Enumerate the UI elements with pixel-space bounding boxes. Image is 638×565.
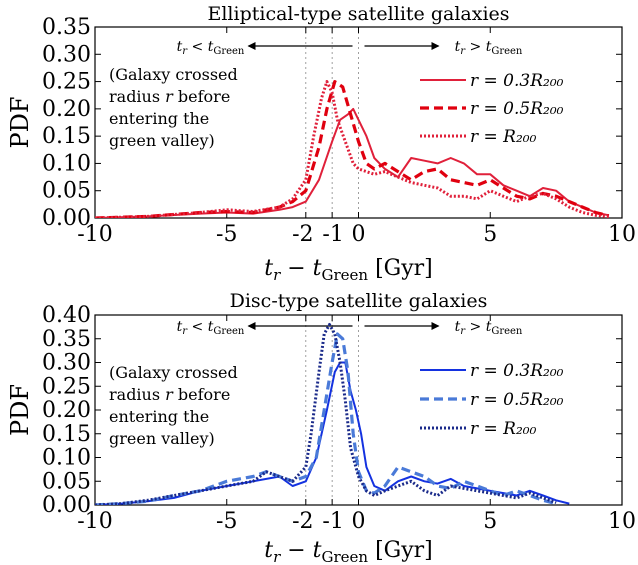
x-tick-label: -10 [77, 222, 112, 247]
chart-title: Disc-type satellite galaxies [230, 290, 488, 312]
y-tick-label: 0.30 [42, 42, 91, 67]
annotation-line: (Galaxy crossed [109, 65, 238, 84]
disc-chart: Disc-type satellite galaxies 0.000.050.10… [6, 290, 636, 565]
x-axis-label: tr − tGreen [Gyr] [264, 538, 433, 565]
x-tick-label: 0 [352, 222, 366, 247]
series-group [95, 80, 610, 218]
legend-label: r = 0.3R₂₀₀ [470, 361, 564, 381]
y-tick-label: 0.30 [42, 351, 91, 376]
y-tick-label: 0.35 [42, 327, 91, 352]
y-tick-label: 0.05 [42, 469, 91, 494]
legend-label: r = 0.3R₂₀₀ [470, 71, 564, 91]
y-tick-label: 0.35 [42, 15, 91, 40]
legend-label: r = R₂₀₀ [470, 419, 537, 439]
y-tick-label: 0.20 [42, 97, 91, 122]
x-axis-label: tr − tGreen [Gyr] [264, 256, 433, 284]
y-tick-label: 0.05 [42, 179, 91, 204]
legend-label: r = 0.5R₂₀₀ [470, 99, 564, 119]
x-tick-label: -2 [292, 509, 313, 534]
series-group [95, 323, 570, 505]
series-line-dotted [95, 80, 609, 218]
y-axis-label: PDF [6, 384, 34, 436]
x-tick-label: 10 [608, 222, 636, 247]
annotation-line: entering the [109, 109, 209, 128]
y-tick-label: 0.40 [42, 303, 91, 328]
y-tick-label: 0.15 [42, 422, 91, 447]
x-tick-label: -2 [292, 222, 313, 247]
y-tick-label: 0.00 [42, 206, 91, 231]
annotation-line: entering the [109, 407, 209, 426]
legend-label: r = 0.5R₂₀₀ [470, 390, 564, 410]
x-tick-label: 10 [608, 509, 636, 534]
series-line-dotted [95, 323, 557, 505]
arrow-right-label: tr > tGreen [455, 319, 523, 337]
y-tick-label: 0.20 [42, 398, 91, 423]
y-tick-label: 0.25 [42, 374, 91, 399]
annotation-line: green valley) [109, 429, 215, 448]
x-tick-label: -5 [216, 222, 237, 247]
y-axis-label: PDF [6, 96, 34, 148]
arrow-left-label: tr < tGreen [177, 319, 245, 337]
x-tick-label: 0 [352, 509, 366, 534]
x-tick-label: 5 [483, 509, 497, 534]
legend-label: r = R₂₀₀ [470, 127, 537, 147]
annotation-line: radius r before [109, 385, 230, 404]
series-line-dashed [95, 332, 557, 505]
x-tick-label: 5 [483, 222, 497, 247]
x-tick-label: -10 [77, 509, 112, 534]
arrow-left-label: tr < tGreen [177, 39, 245, 57]
x-tick-label: -1 [322, 222, 343, 247]
annotation-line: radius r before [109, 87, 230, 106]
x-tick-label: -5 [216, 509, 237, 534]
annotation-line: (Galaxy crossed [109, 363, 238, 382]
annotation-line: green valley) [109, 131, 215, 150]
y-tick-label: 0.00 [42, 493, 91, 518]
x-tick-label: -1 [322, 509, 343, 534]
y-tick-label: 0.10 [42, 151, 91, 176]
y-tick-label: 0.15 [42, 124, 91, 149]
chart-title: Elliptical-type satellite galaxies [207, 3, 509, 25]
y-tick-label: 0.25 [42, 70, 91, 95]
y-tick-label: 0.10 [42, 446, 91, 471]
elliptical-chart: Elliptical-type satellite galaxies0.000.… [6, 3, 636, 284]
arrow-right-label: tr > tGreen [455, 39, 523, 57]
